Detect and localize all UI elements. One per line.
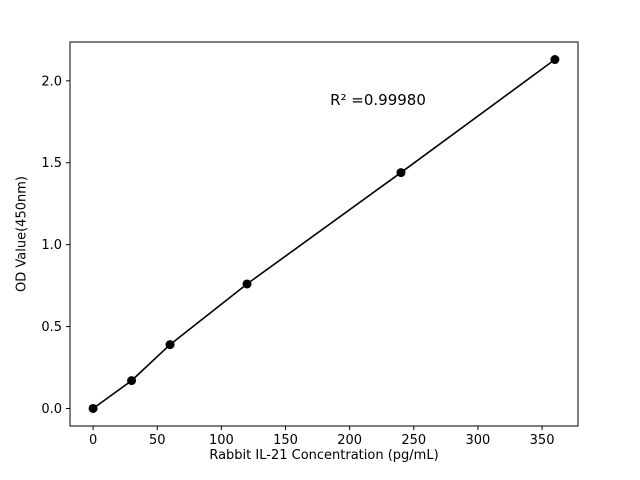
x-tick-label: 350 — [530, 433, 555, 448]
x-tick-label: 0 — [89, 433, 97, 448]
data-point — [88, 403, 98, 413]
y-tick-label: 1.5 — [41, 156, 62, 171]
y-tick-label: 1.0 — [41, 238, 62, 253]
x-tick-label: 300 — [466, 433, 491, 448]
x-tick-label: 200 — [337, 433, 362, 448]
y-tick-label: 0.0 — [41, 402, 62, 417]
data-point — [550, 55, 560, 65]
data-point — [165, 340, 175, 350]
x-tick-label: 50 — [149, 433, 166, 448]
x-axis-label: Rabbit IL-21 Concentration (pg/mL) — [209, 448, 439, 463]
x-tick-label: 250 — [401, 433, 426, 448]
data-point — [242, 279, 252, 289]
x-tick-label: 100 — [209, 433, 234, 448]
x-tick-label: 150 — [273, 433, 298, 448]
y-tick-label: 0.5 — [41, 320, 62, 335]
y-axis-label: OD Value(450nm) — [14, 176, 30, 292]
r-squared-annotation: R² =0.99980 — [330, 91, 426, 109]
data-line — [92, 58, 556, 410]
data-point — [396, 168, 406, 178]
data-point — [127, 376, 137, 386]
y-tick-label: 2.0 — [41, 74, 62, 89]
plot-border — [69, 41, 579, 427]
